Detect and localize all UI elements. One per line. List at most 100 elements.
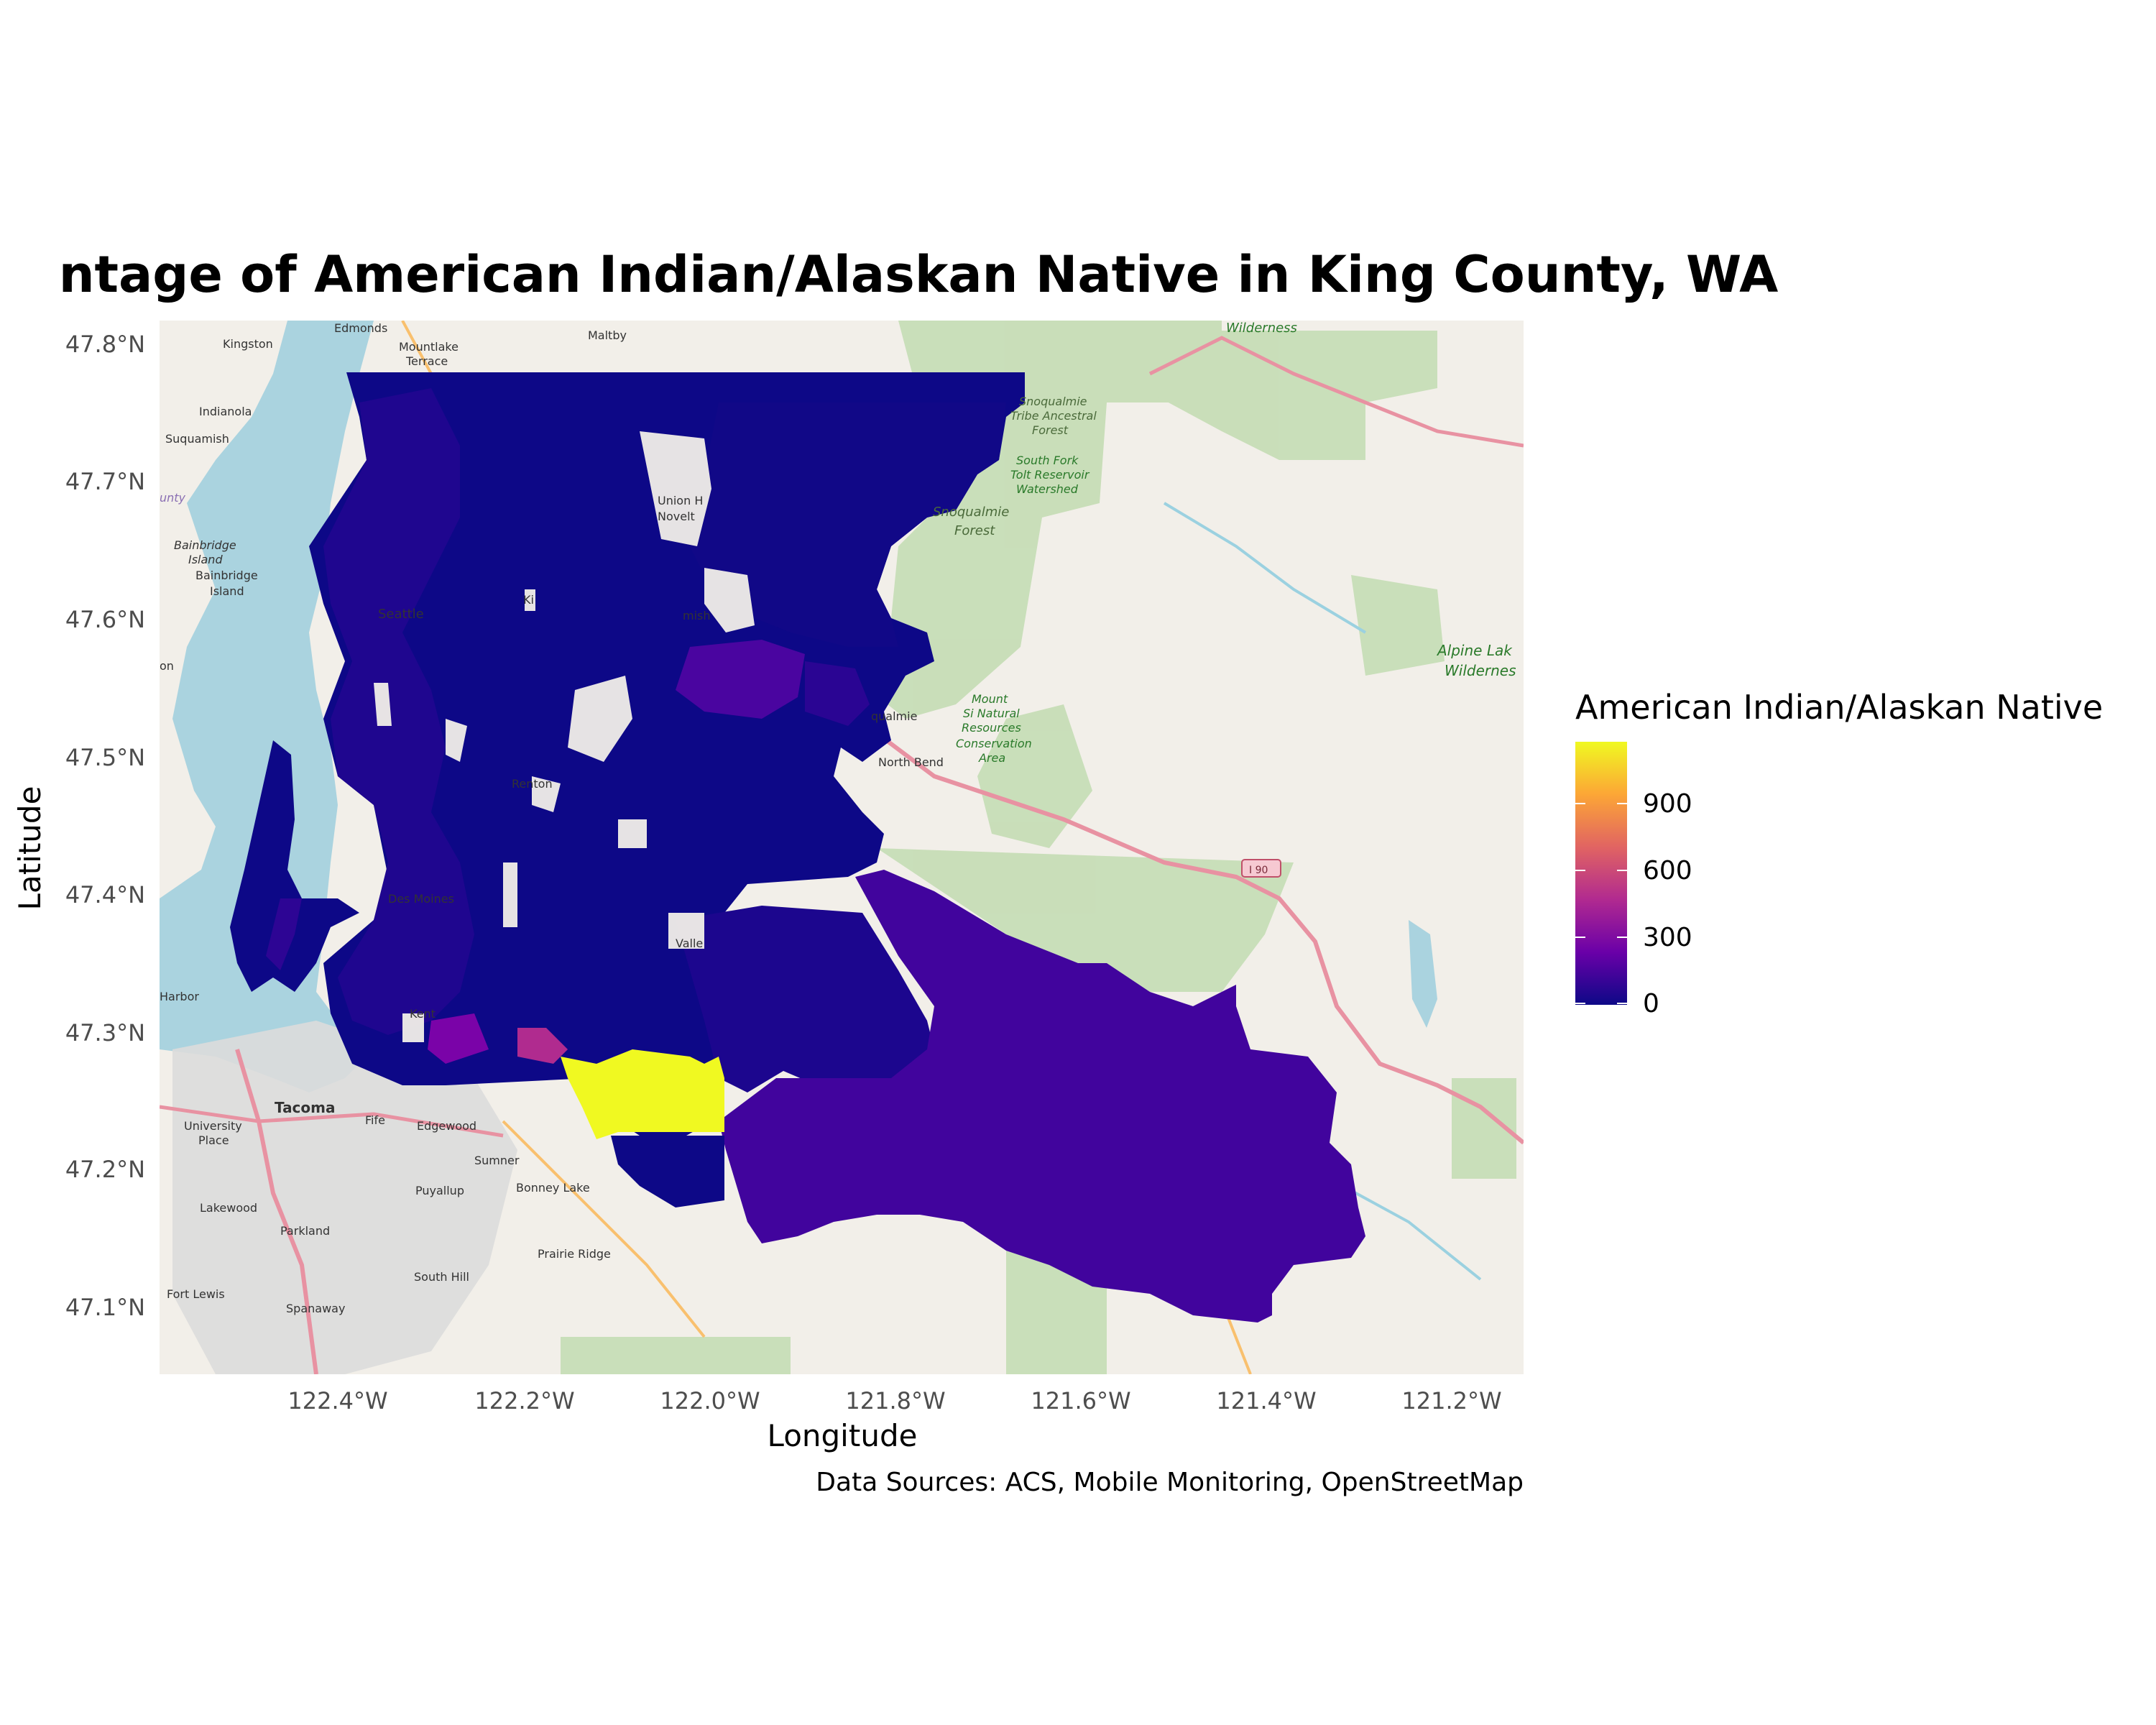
color-legend: American Indian/Alaskan Native 900 600 3… [1575, 688, 2103, 1018]
legend-tick-label: 0 [1643, 989, 1659, 1018]
y-tick-label: 47.6°N [65, 606, 145, 633]
label-bainbridge-2: Island [188, 553, 223, 566]
map-panel: Kingston Edmonds Mountlake Terrace Maltb… [160, 321, 1524, 1374]
label-snoqualmie-forest-2: Forest [954, 523, 995, 538]
label-spanaway: Spanaway [286, 1302, 345, 1315]
label-puyallup: Puyallup [415, 1184, 464, 1197]
label-alpine-1: Alpine Lak [1436, 642, 1513, 659]
legend-tick-label: 600 [1643, 856, 1692, 886]
legend-tick-label: 900 [1643, 789, 1692, 819]
county-region-vashon [230, 740, 359, 992]
label-sammamish: mish [683, 609, 711, 622]
label-county: unty [160, 491, 186, 505]
label-harbor: Harbor [160, 990, 199, 1003]
x-tick-label: 122.4°W [287, 1387, 387, 1414]
county-region-auburn-south [611, 1136, 724, 1208]
county-region-milton [517, 1028, 568, 1064]
x-tick-label: 121.6°W [1031, 1387, 1130, 1414]
label-north-bend: North Bend [878, 755, 944, 769]
label-bainbridge-3: Bainbridge [195, 569, 258, 582]
label-south-fork-3: Watershed [1016, 482, 1079, 496]
label-prairie-ridge: Prairie Ridge [538, 1247, 611, 1261]
label-on: on [160, 659, 174, 673]
label-suquamish: Suquamish [165, 432, 229, 446]
label-university-place-2: Place [198, 1133, 229, 1147]
legend-tick-label: 300 [1643, 923, 1692, 952]
label-maple-valley: Valle [676, 937, 703, 950]
label-indianola: Indianola [199, 405, 252, 418]
x-tick-label: 122.0°W [660, 1387, 760, 1414]
legend-title: American Indian/Alaskan Native [1575, 688, 2103, 727]
label-snoqualmie-tribe-3: Forest [1032, 423, 1069, 437]
label-tacoma: Tacoma [275, 1099, 336, 1116]
label-parkland: Parkland [280, 1224, 330, 1238]
place-labels: Kingston Edmonds Mountlake Terrace Maltb… [160, 321, 1516, 1315]
king-county-choropleth [230, 372, 1365, 1322]
label-mount-si-4: Conservation [956, 737, 1032, 750]
label-fort-lewis: Fort Lewis [167, 1287, 225, 1301]
lake-east-water [1409, 920, 1437, 1028]
label-snoqualmie-forest-1: Snoqualmie [933, 505, 1009, 520]
label-bonney-lake: Bonney Lake [516, 1181, 590, 1195]
label-south-fork-1: South Fork [1016, 454, 1079, 467]
label-south-hill: South Hill [414, 1270, 469, 1284]
label-fife: Fife [365, 1113, 385, 1127]
x-axis-ticks: 122.4°W 122.2°W 122.0°W 121.8°W 121.6°W … [287, 1387, 1501, 1414]
label-i90: I 90 [1249, 865, 1268, 876]
label-bainbridge-4: Island [210, 584, 244, 598]
legend-ticks [1575, 803, 1627, 1004]
label-south-fork-2: Tolt Reservoir [1010, 468, 1090, 482]
county-region-seattle [323, 388, 474, 1035]
label-des-moines: Des Moines [388, 892, 454, 906]
label-kent: Kent [410, 1007, 436, 1021]
label-seattle: Seattle [378, 607, 424, 622]
label-snoqualmie-city: qualmie [871, 709, 917, 723]
label-edmonds: Edmonds [334, 321, 387, 335]
i90-shield [1241, 859, 1281, 878]
map-title: ntage of American Indian/Alaskan Native … [59, 245, 1779, 304]
y-tick-label: 47.4°N [65, 881, 145, 908]
y-axis-title: Latitude [12, 786, 47, 911]
y-tick-label: 47.7°N [65, 468, 145, 495]
x-tick-label: 121.2°W [1401, 1387, 1501, 1414]
x-tick-label: 122.2°W [474, 1387, 574, 1414]
y-axis-ticks: 47.8°N 47.7°N 47.6°N 47.5°N 47.4°N 47.3°… [65, 331, 145, 1321]
y-tick-label: 47.1°N [65, 1294, 145, 1321]
county-region-vashon-east [266, 898, 302, 970]
y-tick-label: 47.5°N [65, 744, 145, 771]
label-mount-si-5: Area [978, 751, 1005, 765]
unmapped-gaps [374, 431, 755, 1042]
y-tick-label: 47.3°N [65, 1019, 145, 1046]
y-tick-label: 47.2°N [65, 1156, 145, 1183]
label-union-hill: Union H [658, 494, 703, 507]
label-wilderness: Wilderness [1226, 321, 1297, 336]
label-kingston: Kingston [223, 337, 273, 351]
label-mount-si-1: Mount [972, 692, 1008, 706]
county-region-southeast [719, 870, 1365, 1322]
data-source-caption: Data Sources: ACS, Mobile Monitoring, Op… [816, 1468, 1524, 1497]
label-novelty: Novelt [658, 510, 695, 523]
label-snoqualmie-tribe-2: Tribe Ancestral [1010, 409, 1097, 423]
label-snoqualmie-tribe-1: Snoqualmie [1019, 395, 1087, 408]
label-mount-si-2: Si Natural [963, 707, 1020, 720]
x-tick-label: 121.4°W [1216, 1387, 1316, 1414]
label-maltby: Maltby [588, 328, 627, 342]
x-tick-label: 121.8°W [845, 1387, 945, 1414]
county-region-kent [676, 906, 934, 1092]
county-region-northeast [690, 402, 1006, 647]
label-bainbridge-1: Bainbridge [174, 538, 236, 552]
label-terrace: Terrace [405, 354, 448, 368]
county-region-north-bend [805, 661, 870, 726]
county-region-issaquah [676, 640, 805, 719]
label-mount-si-3: Resources [962, 721, 1021, 735]
label-mountlake: Mountlake [399, 340, 459, 354]
label-alpine-2: Wildernes [1445, 662, 1516, 679]
label-renton: Renton [512, 777, 553, 791]
label-kirkland: Ki [523, 593, 534, 607]
tacoma-urban-area [172, 1021, 517, 1374]
x-axis-title: Longitude [768, 1418, 918, 1453]
label-university-place-1: University [184, 1119, 242, 1133]
legend-colorbar [1575, 742, 1627, 1005]
y-tick-label: 47.8°N [65, 331, 145, 358]
